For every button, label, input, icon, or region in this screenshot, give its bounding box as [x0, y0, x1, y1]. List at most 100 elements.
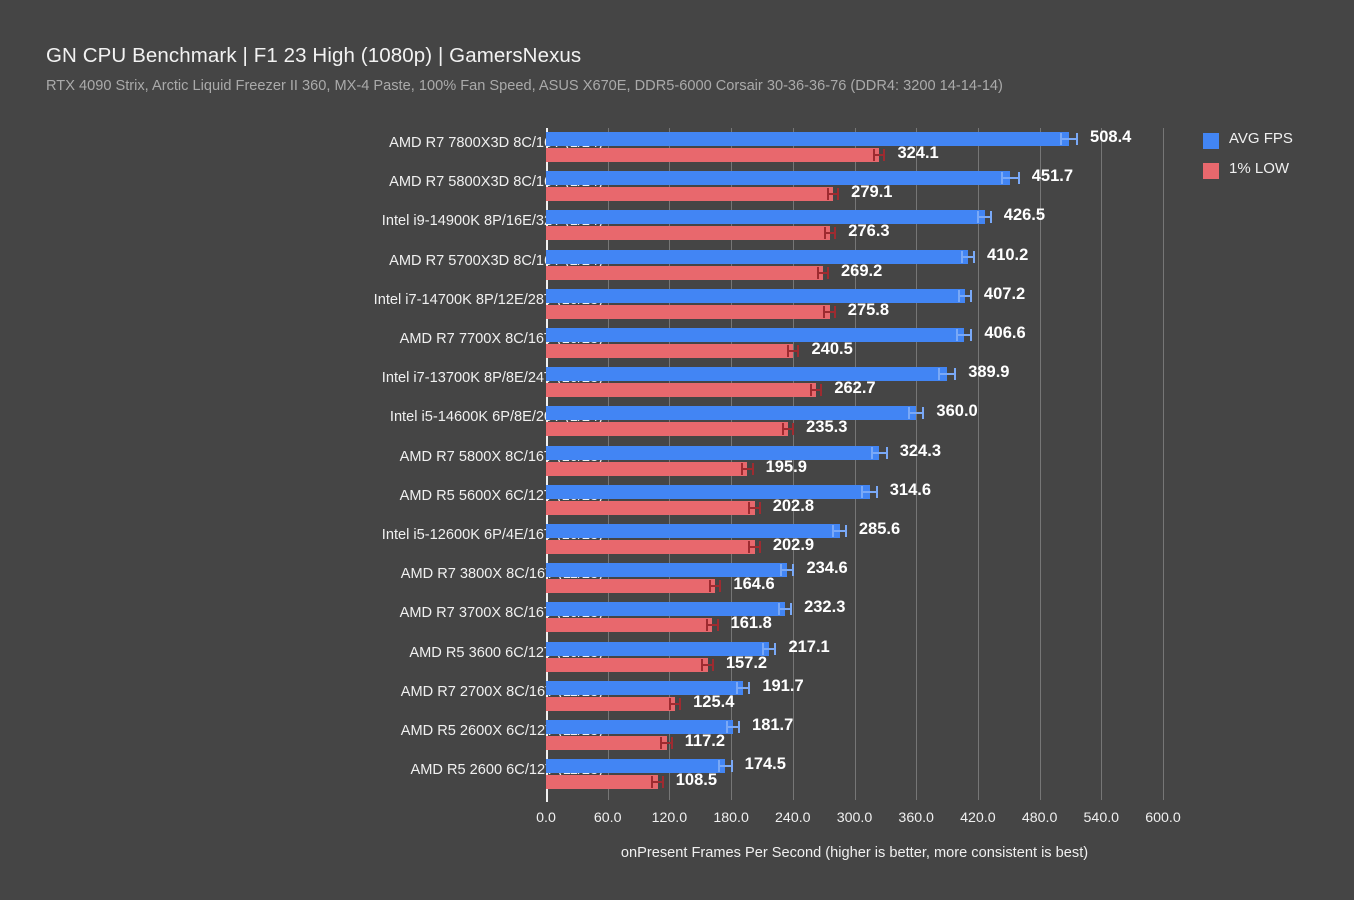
- bar-1pct-low[interactable]: [546, 736, 667, 750]
- value-label-avg-fps: 234.6: [806, 559, 848, 578]
- error-bar-1pct-low: [748, 540, 761, 554]
- bar-avg-fps[interactable]: [546, 484, 870, 499]
- bar-1pct-low[interactable]: [546, 579, 716, 594]
- value-label-1pct-low: 269.2: [840, 261, 883, 280]
- error-bar-avg: [725, 720, 741, 734]
- bar-1pct-low[interactable]: [546, 265, 823, 280]
- bar-avg-fps[interactable]: [546, 406, 917, 421]
- bar-avg-fps[interactable]: [546, 171, 1011, 186]
- bar-1pct-low[interactable]: [546, 148, 880, 162]
- gridline: [916, 128, 918, 800]
- x-tick-label: 180.0: [713, 810, 749, 826]
- bar-avg-fps[interactable]: [546, 720, 733, 734]
- legend-swatch: [1203, 163, 1219, 179]
- bar-1pct-low[interactable]: [546, 696, 675, 711]
- category-label: AMD R7 5800X 8C/16T (10/23): [399, 448, 603, 465]
- value-label-1pct-low: 202.9: [772, 536, 815, 554]
- bar-avg-fps[interactable]: [546, 602, 785, 617]
- bar-row: AMD R7 3700X 8C/16T (10/23) 232.3 161.8: [400, 598, 1163, 637]
- category-label: Intel i5-12600K 6P/4E/16T (10/23): [381, 527, 603, 543]
- gridline: [1101, 128, 1103, 800]
- error-bar-avg: [1001, 171, 1020, 185]
- legend-swatch: [1203, 133, 1219, 149]
- x-tick-label: 360.0: [898, 810, 934, 826]
- bar-1pct-low[interactable]: [546, 461, 748, 476]
- bar-1pct-low[interactable]: [546, 775, 658, 790]
- bar-avg-fps[interactable]: [546, 249, 968, 264]
- bar-row: AMD R5 3600 6C/12T (10/23) 217.1 157.2: [409, 638, 1163, 677]
- bar-avg-fps[interactable]: [546, 132, 1069, 146]
- category-label: AMD R7 5800X3D 8C/16T (1/24): [389, 174, 603, 191]
- bar-1pct-low[interactable]: [546, 540, 755, 554]
- error-bar-1pct-low: [748, 501, 761, 515]
- x-tick-label: 0.0: [536, 810, 556, 826]
- error-bar-avg: [960, 250, 975, 264]
- bar-avg-fps[interactable]: [546, 641, 770, 656]
- category-label: Intel i5-14600K 6P/8E/20T (1/24): [389, 409, 603, 426]
- bar-row: AMD R7 7800X3D 8C/16T (1/24) 508.4 324.1: [389, 128, 1163, 167]
- bar-1pct-low[interactable]: [546, 226, 831, 241]
- legend-label: 1% LOW: [1229, 160, 1290, 177]
- value-label-avg-fps: 407.2: [983, 284, 1026, 303]
- category-label: Intel i7-13700K 8P/8E/24T (10/23): [381, 370, 603, 387]
- error-bar-1pct-low: [809, 383, 823, 397]
- bar-1pct-low[interactable]: [546, 383, 817, 398]
- value-label-1pct-low: 275.8: [847, 300, 890, 319]
- value-label-avg-fps: 285.6: [858, 520, 901, 538]
- bar-1pct-low[interactable]: [546, 422, 788, 437]
- error-bar-avg: [871, 446, 888, 460]
- value-label-1pct-low: 125.4: [693, 692, 735, 711]
- error-bar-1pct-low: [781, 422, 795, 436]
- category-label: AMD R5 5600X 6C/12T (10/23): [399, 487, 603, 504]
- bar-avg-fps[interactable]: [546, 367, 947, 382]
- value-label-avg-fps: 410.2: [987, 245, 1029, 264]
- bar-row: Intel i9-14900K 8P/16E/32T (1/24) 426.5 27…: [382, 206, 1163, 245]
- error-bar-1pct-low: [651, 775, 664, 789]
- bar-avg-fps[interactable]: [546, 328, 965, 342]
- bar-avg-fps[interactable]: [546, 680, 744, 695]
- bar-row: Intel i7-13700K 8P/8E/24T (10/23) 389.9 26…: [382, 363, 1163, 402]
- bar-avg-fps[interactable]: [546, 563, 788, 578]
- x-tick-label: 300.0: [836, 810, 873, 826]
- bar-row: AMD R5 2600X 6C/12T (11/23) 181.7 117.2: [401, 716, 1163, 755]
- legend-label: AVG FPS: [1229, 130, 1293, 147]
- bar-1pct-low[interactable]: [546, 657, 708, 672]
- value-label-1pct-low: 279.1: [851, 183, 893, 202]
- error-bar-avg: [735, 681, 751, 695]
- bar-row: AMD R7 5800X 8C/16T (10/23) 324.3 195.9: [400, 442, 1163, 481]
- bar-avg-fps[interactable]: [546, 445, 880, 460]
- category-label: AMD R7 7800X3D 8C/16T (1/24): [389, 135, 603, 151]
- bar-1pct-low[interactable]: [546, 500, 755, 515]
- value-label-avg-fps: 314.6: [889, 480, 932, 499]
- category-label: AMD R7 7700X 8C/16T (10/23): [399, 331, 603, 347]
- value-label-1pct-low: 164.6: [733, 575, 775, 594]
- error-bar-1pct-low: [823, 226, 837, 240]
- bar-1pct-low[interactable]: [546, 304, 830, 319]
- plot-area: AMD R7 7800X3D 8C/16T (1/24) 508.4 324.1 AM…: [374, 128, 1164, 800]
- category-label: AMD R7 2700X 8C/16T (11/23): [400, 683, 603, 700]
- bar-avg-fps[interactable]: [546, 288, 965, 303]
- value-label-1pct-low: 276.3: [848, 222, 890, 241]
- error-bar-avg: [1059, 132, 1079, 146]
- error-bar-avg: [955, 328, 973, 342]
- value-label-1pct-low: 157.2: [725, 653, 768, 672]
- value-label-avg-fps: 406.6: [984, 324, 1026, 342]
- bar-row: Intel i5-12600K 6P/4E/16T (10/23) 285.6 20…: [382, 520, 1163, 559]
- error-bar-1pct-low: [741, 462, 754, 476]
- error-bar-1pct-low: [709, 579, 722, 593]
- chart-title: GN CPU Benchmark | F1 23 High (1080p) | …: [46, 44, 582, 67]
- value-label-1pct-low: 108.5: [675, 771, 718, 790]
- bar-1pct-low[interactable]: [546, 187, 833, 202]
- x-tick-label: 480.0: [1021, 810, 1058, 826]
- bar-avg-fps[interactable]: [546, 210, 985, 225]
- bar-1pct-low[interactable]: [546, 618, 713, 633]
- bar-avg-fps[interactable]: [546, 759, 726, 774]
- bar-avg-fps[interactable]: [546, 524, 840, 538]
- value-label-avg-fps: 451.7: [1031, 167, 1074, 186]
- x-tick-label: 240.0: [775, 810, 811, 826]
- bar-1pct-low[interactable]: [546, 344, 794, 358]
- x-tick-label: 600.0: [1145, 810, 1181, 826]
- x-tick-label: 120.0: [651, 810, 688, 826]
- bar-row: AMD R5 2600 6C/12T (11/23) 174.5 108.5: [410, 755, 1163, 794]
- gridline: [1163, 128, 1164, 800]
